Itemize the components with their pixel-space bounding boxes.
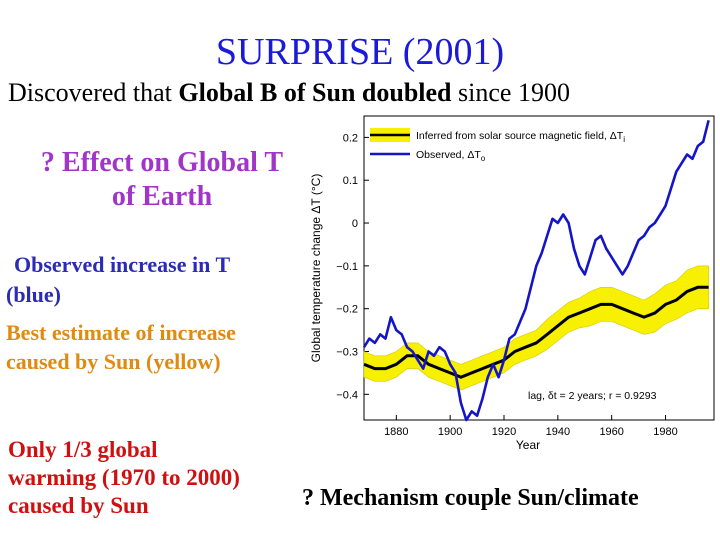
x-tick-label: 1920	[492, 426, 516, 438]
only-line-3: caused by Sun	[8, 493, 149, 518]
x-axis-label: Year	[516, 438, 540, 452]
y-tick-label: 0.2	[343, 132, 358, 144]
subtitle-prefix: Discovered that	[8, 78, 179, 107]
subtitle-bold: Global B of Sun doubled	[178, 78, 452, 107]
observed-caption: Observed increase in T (blue)	[6, 250, 326, 310]
effect-line-2: of Earth	[111, 181, 213, 212]
x-tick-label: 1940	[546, 426, 570, 438]
x-tick-label: 1900	[438, 426, 462, 438]
observed-series-line	[362, 119, 710, 422]
plot-area	[362, 119, 710, 422]
mechanism-question: ? Mechanism couple Sun/climate	[302, 485, 639, 511]
y-tick-label: −0.2	[336, 304, 358, 316]
correlation-annotation: lag, δt = 2 years; r = 0.9293	[528, 390, 657, 402]
y-axis-label: Global temperature change ΔT (°C)	[309, 174, 323, 363]
y-tick-label: −0.4	[336, 389, 358, 401]
x-tick-label: 1980	[653, 426, 677, 438]
observed-line-1: Observed increase in T	[14, 252, 231, 277]
plot-frame	[363, 115, 715, 421]
effect-question: ? Effect on Global T of Earth	[12, 146, 312, 214]
y-axis-ticks: −0.4 −0.3 −0.2 −0.1 0 0.1 0.2	[336, 132, 369, 401]
effect-line-1: ? Effect on Global T	[40, 147, 284, 178]
slide-subtitle: Discovered that Global B of Sun doubled …	[8, 78, 570, 108]
y-tick-label: 0.1	[343, 175, 358, 187]
only-line-1: Only 1/3 global	[8, 437, 158, 462]
best-estimate-caption: Best estimate of increase caused by Sun …	[6, 318, 336, 376]
x-tick-label: 1960	[599, 426, 623, 438]
legend-label-observed: Observed, ΔTo	[416, 149, 486, 163]
legend: Inferred from solar source magnetic fiel…	[370, 128, 625, 163]
inferred-series-line	[363, 285, 709, 379]
conclusion-caption: Only 1/3 global warming (1970 to 2000) c…	[8, 436, 240, 520]
temperature-chart: −0.4 −0.3 −0.2 −0.1 0 0.1 0.2 1880 1900 1920 1940…	[309, 115, 715, 452]
slide-title: SURPRISE (2001)	[215, 31, 505, 73]
y-tick-label: 0	[352, 218, 358, 230]
best-line-2: caused by Sun (yellow)	[6, 349, 221, 374]
y-tick-label: −0.1	[336, 261, 358, 273]
subtitle-suffix: since 1900	[451, 78, 570, 107]
only-line-2: warming (1970 to 2000)	[8, 465, 240, 490]
y-tick-label: −0.3	[336, 346, 358, 358]
legend-label-inferred: Inferred from solar source magnetic fiel…	[416, 130, 625, 144]
x-axis-ticks: 1880 1900 1920 1940 1960 1980	[384, 415, 678, 438]
x-tick-label: 1880	[384, 426, 408, 438]
observed-line-2: (blue)	[6, 282, 61, 307]
inferred-uncertainty-band	[363, 265, 709, 391]
best-line-1: Best estimate of increase	[6, 320, 236, 345]
